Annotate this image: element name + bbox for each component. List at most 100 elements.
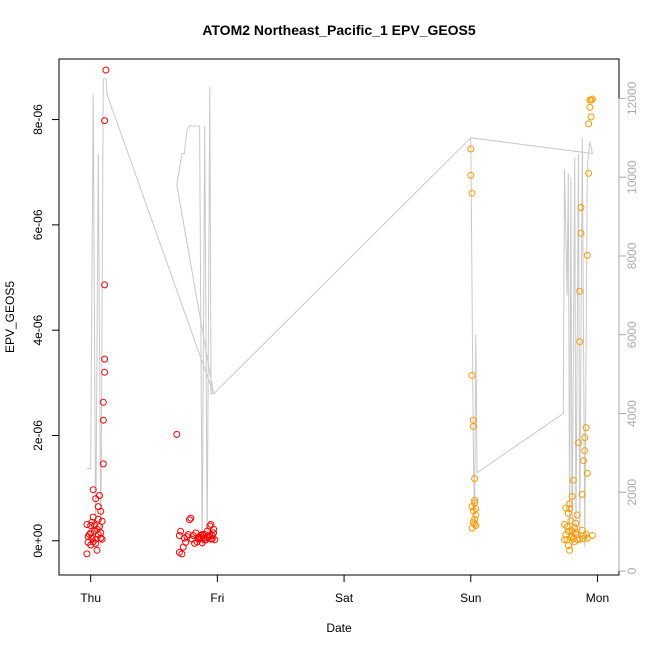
data-point bbox=[581, 434, 589, 442]
data-point bbox=[468, 371, 476, 379]
data-point bbox=[99, 460, 107, 468]
data-point bbox=[186, 516, 193, 524]
data-point bbox=[471, 475, 479, 483]
data-point bbox=[577, 229, 585, 237]
data-point bbox=[468, 503, 476, 511]
right-y-tick-label: 4000 bbox=[625, 400, 639, 427]
data-point bbox=[566, 500, 574, 508]
right-y-tick-label: 12000 bbox=[625, 81, 639, 115]
data-point bbox=[198, 531, 206, 538]
y-tick-label: 8e-06 bbox=[31, 104, 45, 135]
data-point bbox=[564, 527, 572, 535]
data-point bbox=[101, 281, 109, 289]
right-y-axis: 0 2000 4000 6000 8000 10000 12000 bbox=[618, 81, 639, 574]
y-axis-label: EPV_GEOS5 bbox=[3, 281, 17, 353]
data-point bbox=[583, 469, 591, 477]
x-tick-label: Sat bbox=[335, 591, 354, 605]
data-point bbox=[89, 513, 97, 521]
data-point bbox=[572, 528, 580, 536]
data-point bbox=[469, 423, 477, 430]
data-points-layer bbox=[83, 66, 596, 558]
data-point bbox=[568, 533, 576, 541]
data-point bbox=[578, 526, 586, 534]
data-point bbox=[96, 492, 103, 499]
y-axis: 0e+00 2e-06 4e-06 6e-06 8e-06 bbox=[31, 104, 60, 558]
chart-title: ATOM2 Northeast_Pacific_1 EPV_GEOS5 bbox=[202, 22, 476, 38]
data-point bbox=[98, 517, 106, 525]
data-point bbox=[562, 504, 570, 512]
data-point bbox=[467, 171, 475, 179]
x-tick-label: Mon bbox=[586, 591, 609, 605]
data-point bbox=[588, 95, 596, 103]
data-point bbox=[187, 514, 195, 522]
data-point bbox=[471, 515, 479, 523]
data-point bbox=[564, 542, 572, 549]
x-tick-label: Fri bbox=[210, 591, 224, 605]
data-point bbox=[184, 531, 192, 538]
data-point bbox=[177, 527, 185, 535]
data-point bbox=[471, 496, 479, 504]
data-point bbox=[566, 546, 574, 554]
data-point bbox=[88, 534, 96, 542]
data-point bbox=[561, 536, 568, 544]
data-point bbox=[576, 287, 584, 295]
data-point bbox=[573, 511, 581, 519]
data-point bbox=[566, 505, 574, 513]
data-point bbox=[582, 424, 590, 432]
x-tick-label: Sun bbox=[460, 591, 481, 605]
data-point bbox=[93, 546, 101, 554]
data-point bbox=[572, 531, 580, 538]
data-point bbox=[210, 529, 218, 537]
data-point bbox=[569, 476, 577, 484]
data-point bbox=[98, 535, 106, 543]
x-tick-label: Thu bbox=[80, 591, 101, 605]
data-point bbox=[178, 550, 186, 558]
data-point bbox=[87, 522, 95, 529]
data-point bbox=[99, 398, 107, 406]
data-point bbox=[563, 523, 571, 531]
data-point bbox=[577, 204, 585, 211]
plot-frame bbox=[58, 58, 620, 576]
data-point bbox=[207, 521, 215, 528]
y-tick-label: 4e-06 bbox=[31, 314, 45, 345]
data-point bbox=[585, 120, 593, 128]
data-point bbox=[587, 113, 595, 121]
data-point bbox=[571, 524, 579, 532]
data-point bbox=[468, 189, 476, 197]
altitude-line bbox=[86, 78, 594, 552]
data-point bbox=[583, 251, 591, 259]
data-point bbox=[87, 529, 95, 537]
data-point bbox=[102, 66, 110, 74]
data-point bbox=[92, 539, 100, 547]
data-point bbox=[575, 439, 582, 447]
data-point bbox=[467, 145, 475, 153]
data-point bbox=[472, 505, 480, 513]
y-tick-label: 6e-06 bbox=[31, 209, 45, 240]
data-point bbox=[89, 486, 97, 494]
right-y-tick-label: 2000 bbox=[625, 479, 639, 506]
data-point bbox=[101, 117, 109, 125]
data-point bbox=[578, 490, 586, 498]
right-y-tick-label: 10000 bbox=[625, 160, 639, 194]
data-point bbox=[587, 96, 595, 104]
y-tick-label: 0e+00 bbox=[31, 524, 45, 558]
data-point bbox=[586, 103, 594, 111]
right-y-tick-label: 6000 bbox=[625, 321, 639, 348]
data-point bbox=[576, 535, 584, 543]
data-point bbox=[83, 550, 91, 558]
data-point bbox=[576, 338, 584, 346]
data-point bbox=[173, 430, 181, 438]
data-point bbox=[585, 169, 593, 177]
data-point bbox=[101, 368, 109, 376]
data-point bbox=[583, 534, 591, 542]
data-point bbox=[581, 447, 589, 455]
data-point bbox=[580, 457, 587, 465]
data-point bbox=[471, 520, 479, 528]
altitude-line-layer bbox=[86, 78, 594, 552]
data-point bbox=[199, 532, 207, 539]
data-point bbox=[97, 529, 105, 537]
data-point bbox=[94, 503, 102, 511]
right-y-tick-label: 0 bbox=[625, 567, 639, 574]
data-point bbox=[97, 534, 105, 542]
